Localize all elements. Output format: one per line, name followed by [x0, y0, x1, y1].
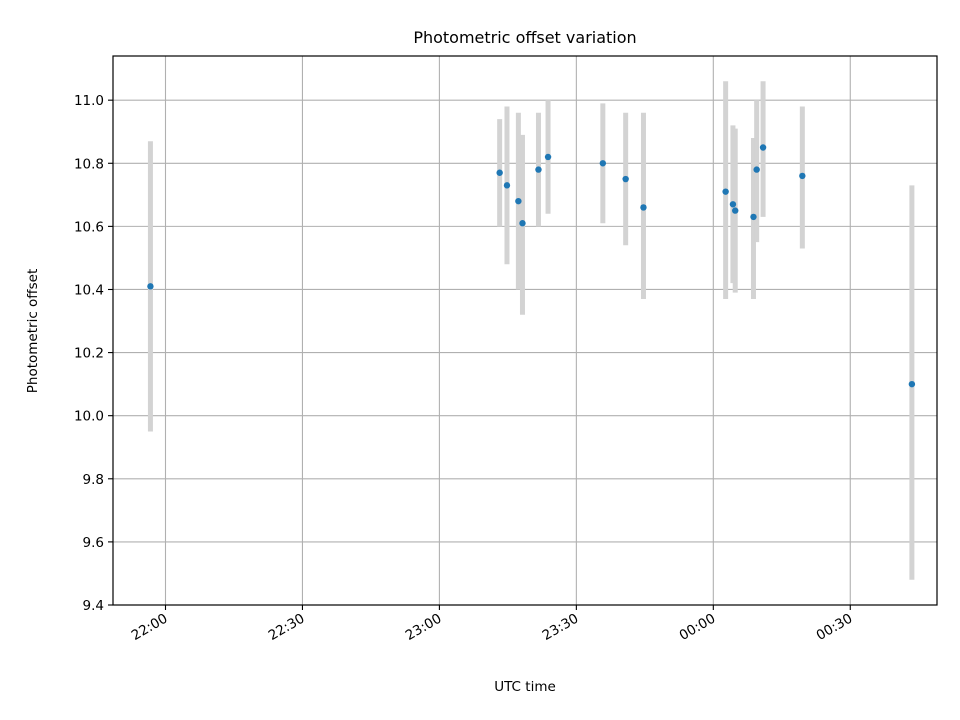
data-point — [722, 188, 729, 195]
plot-frame — [112, 55, 938, 606]
data-point — [640, 204, 647, 211]
data-point — [729, 201, 737, 208]
x-axis-label: UTC time — [494, 679, 556, 695]
data-point — [750, 213, 757, 221]
data-point — [535, 166, 542, 173]
data-point — [147, 283, 154, 290]
chart-title: Photometric offset variation — [413, 28, 636, 47]
data-point — [759, 144, 767, 151]
data-point — [503, 182, 511, 189]
data-point — [515, 197, 522, 205]
y-tick-label: 10.4 — [74, 282, 104, 298]
data-point — [544, 153, 552, 161]
y-tick-label: 11.0 — [74, 93, 104, 109]
data-point — [908, 380, 916, 388]
data-points — [147, 144, 916, 388]
y-tick-label: 9.4 — [83, 598, 104, 614]
data-point — [519, 220, 526, 227]
y-tick-label: 9.8 — [83, 472, 104, 488]
y-tick-label: 10.2 — [74, 346, 104, 362]
data-point — [496, 169, 503, 176]
data-point — [732, 207, 739, 214]
data-point — [753, 166, 760, 173]
data-point — [622, 175, 629, 183]
y-tick-label: 10.6 — [74, 219, 104, 235]
y-tick-label: 9.6 — [83, 535, 104, 551]
y-tick-label: 10.8 — [74, 156, 104, 172]
data-point — [799, 172, 806, 180]
data-point — [599, 160, 607, 167]
grid — [113, 56, 937, 606]
y-axis-label: Photometric offset — [25, 269, 41, 393]
y-tick-label: 10.0 — [74, 409, 104, 425]
